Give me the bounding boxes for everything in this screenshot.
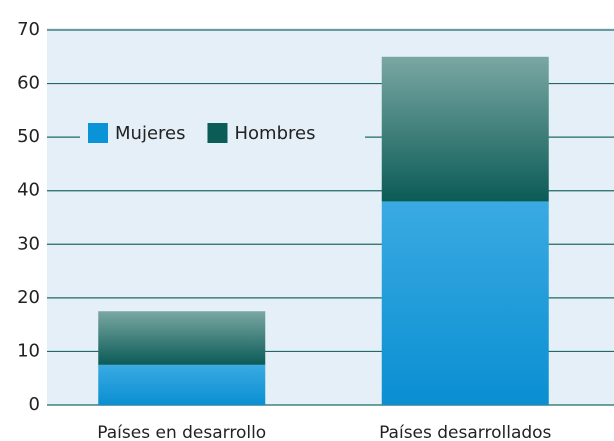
bar-segment: [381, 56, 549, 202]
bar-segment: [98, 311, 266, 365]
y-tick-label: 70: [17, 19, 40, 40]
legend-swatch: [88, 123, 108, 143]
y-tick-label: 40: [17, 180, 40, 201]
legend-label: Mujeres: [115, 123, 185, 144]
y-tick-label: 10: [17, 340, 40, 361]
y-tick-label: 20: [17, 287, 40, 308]
y-tick-label: 30: [17, 233, 40, 254]
y-tick-label: 60: [17, 73, 40, 94]
y-tick-label: 50: [17, 126, 40, 147]
bar-segment: [381, 201, 549, 405]
legend-swatch: [207, 123, 228, 143]
x-tick-label: Países desarrollados: [379, 423, 551, 441]
x-tick-label: Países en desarrollo: [97, 423, 266, 441]
y-tick-label: 0: [29, 394, 40, 415]
legend-label: Hombres: [234, 123, 315, 144]
bar-segment: [98, 364, 266, 405]
